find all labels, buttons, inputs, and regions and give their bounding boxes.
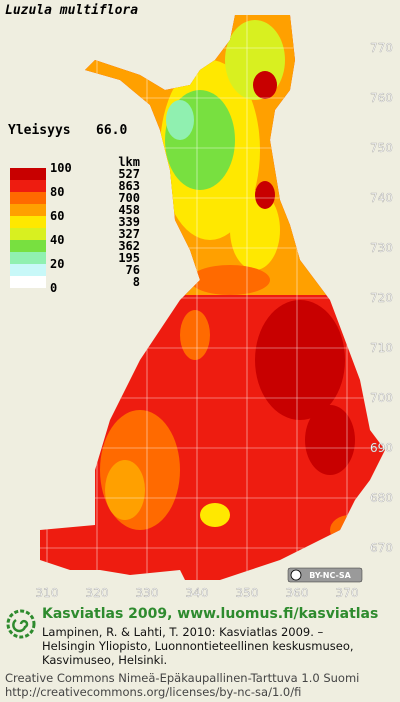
legend-count: 458: [118, 203, 140, 217]
y-grid-label: 670: [370, 541, 393, 555]
y-grid-label: 760: [370, 91, 393, 105]
y-grid-label: 730: [370, 241, 393, 255]
citation-line: Lampinen, R. & Lahti, T. 2010: Kasviatla…: [42, 625, 324, 639]
x-grid-label: 310: [36, 586, 59, 600]
license-badge: BY-NC-SA: [287, 567, 363, 583]
y-grid-label: 750: [370, 141, 393, 155]
x-grid-label: 320: [86, 586, 109, 600]
legend-swatch: [10, 264, 46, 276]
logo-spiral: [12, 618, 29, 633]
legend-swatch: [10, 276, 46, 288]
species-title: Luzula multiflora: [5, 3, 138, 18]
y-grid-label: 740: [370, 191, 393, 205]
legend-scale-label: 20: [50, 257, 64, 271]
x-grid-label: 340: [186, 586, 209, 600]
x-grid-label: 360: [286, 586, 309, 600]
x-grid-labels: 310 320 330 340 350 360 370: [35, 586, 359, 600]
logo: [6, 609, 36, 639]
license-line: http://creativecommons.org/licenses/by-n…: [5, 685, 301, 699]
legend-scale-label: 100: [50, 161, 72, 175]
y-grid-label: 710: [370, 341, 393, 355]
y-grid-label: 770: [370, 41, 393, 55]
cc-icon: [290, 569, 302, 581]
x-grid-label: 330: [136, 586, 159, 600]
y-grid-labels: 770 760 750 740 730 720 710 700 690 680 670: [370, 41, 393, 555]
legend-swatch: [10, 228, 46, 240]
legend-scale-label: 60: [50, 209, 64, 223]
legend-swatch: [10, 180, 46, 192]
legend-scale-label: 80: [50, 185, 64, 199]
legend-count: 327: [118, 227, 140, 241]
legend-count: 527: [118, 167, 140, 181]
citation-line: Kasvimuseo, Helsinki.: [42, 653, 167, 667]
logo-ring: [6, 609, 36, 639]
legend-count: 76: [126, 263, 140, 277]
legend-count: 8: [133, 275, 140, 289]
legend-swatch: [10, 168, 46, 180]
frequency-label: Yleisyys: [8, 123, 71, 138]
map: [40, 15, 385, 580]
y-grid-label: 700: [370, 391, 393, 405]
x-grid-label: 350: [236, 586, 259, 600]
frequency-value: 66.0: [96, 123, 127, 138]
legend-header: lkm: [118, 155, 140, 169]
badge-text: BY-NC-SA: [309, 571, 351, 580]
footer-heading: Kasviatlas 2009, www.luomus.fi/kasviatla…: [42, 606, 378, 622]
legend-swatch: [10, 240, 46, 252]
legend-scale-label: 40: [50, 233, 64, 247]
y-grid-label: 680: [370, 491, 393, 505]
legend-count: 700: [118, 191, 140, 205]
license: Creative Commons Nimeä-Epäkaupallinen-Ta…: [5, 671, 359, 699]
legend-swatch: [10, 216, 46, 228]
legend-swatch: [10, 204, 46, 216]
y-grid-label: 720: [370, 291, 393, 305]
legend-swatch: [10, 252, 46, 264]
license-line: Creative Commons Nimeä-Epäkaupallinen-Ta…: [5, 671, 359, 685]
legend-swatch: [10, 192, 46, 204]
y-grid-label: 690: [370, 441, 393, 455]
citation: Lampinen, R. & Lahti, T. 2010: Kasviatla…: [42, 625, 354, 667]
legend-count: 863: [118, 179, 140, 193]
legend-scale-label: 0: [50, 281, 57, 295]
badge-frame: [287, 567, 363, 583]
legend-count: 339: [118, 215, 140, 229]
citation-line: Helsingin Yliopisto, Luonnontieteellinen…: [42, 639, 354, 653]
legend-count: 195: [118, 251, 140, 265]
legend-count: 362: [118, 239, 140, 253]
x-grid-label: 370: [336, 586, 359, 600]
